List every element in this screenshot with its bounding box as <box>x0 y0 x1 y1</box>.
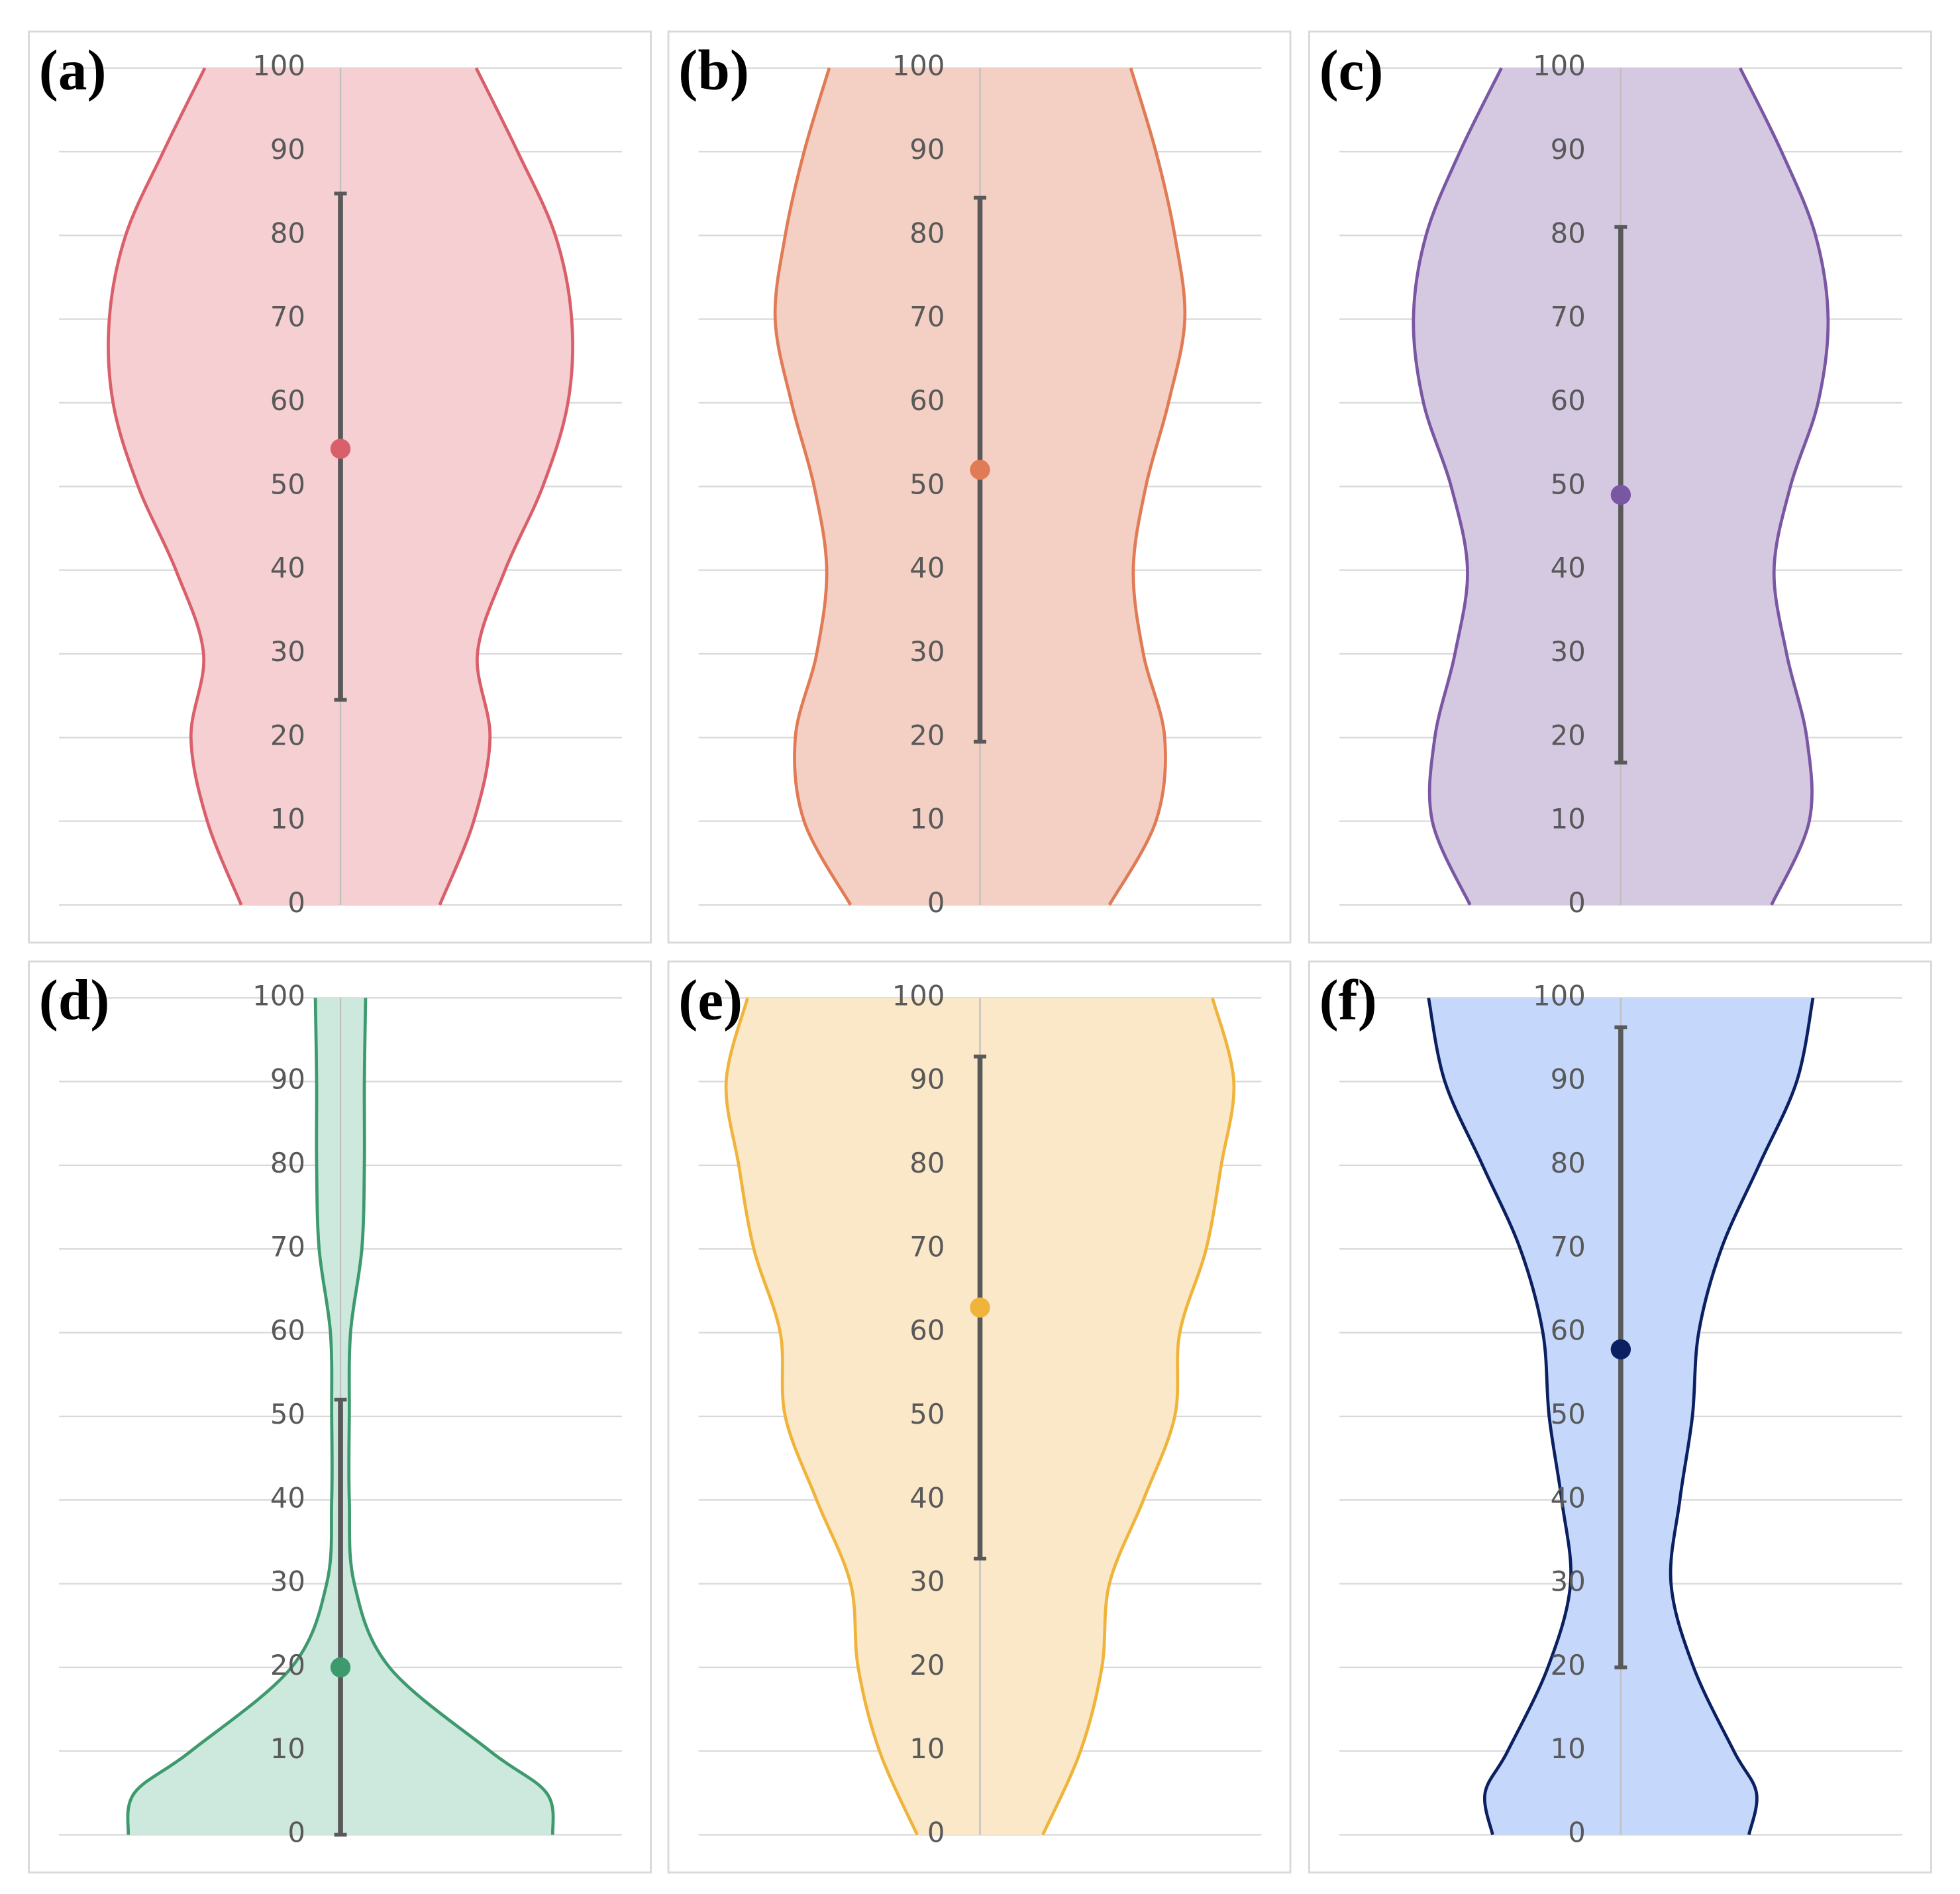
panel-label: (f) <box>1319 968 1377 1032</box>
y-tick-label: 30 <box>1551 1565 1586 1598</box>
y-tick-label: 70 <box>1551 301 1586 333</box>
violin-outline-right <box>347 998 555 1835</box>
y-tick-label: 90 <box>270 1063 305 1096</box>
panel-label: (d) <box>39 968 110 1032</box>
y-tick-label: 60 <box>270 384 305 417</box>
y-tick-label: 0 <box>1568 1816 1586 1849</box>
y-tick-label: 40 <box>909 1481 945 1514</box>
y-tick-label: 0 <box>927 1816 945 1849</box>
y-tick-label: 60 <box>909 1314 945 1347</box>
panel-border <box>667 960 1292 1873</box>
y-tick-label: 10 <box>1551 803 1586 835</box>
mean-point <box>330 439 351 459</box>
y-tick-label: 40 <box>270 1481 305 1514</box>
y-tick-label: 80 <box>1551 217 1586 249</box>
violin-outline-left <box>724 997 919 1836</box>
y-tick-label: 10 <box>909 1732 945 1765</box>
violin-outline-right <box>1041 997 1236 1836</box>
y-tick-label: 90 <box>909 133 945 166</box>
y-tick-label: 20 <box>1551 1649 1586 1681</box>
y-tick-label: 40 <box>270 552 305 584</box>
y-tick-label: 80 <box>1551 1147 1586 1179</box>
y-tick-label: 100 <box>252 50 305 82</box>
y-tick-label: 50 <box>270 1398 305 1430</box>
mean-point <box>1610 1339 1631 1360</box>
y-tick-label: 70 <box>270 1230 305 1263</box>
panel-label: (c) <box>1319 38 1384 102</box>
violin-outline-right <box>1738 67 1830 906</box>
y-tick-label: 30 <box>270 635 305 668</box>
y-tick-label: 100 <box>892 50 945 82</box>
y-tick-label: 60 <box>909 384 945 417</box>
y-tick-label: 90 <box>1551 133 1586 166</box>
panel-border <box>28 30 652 944</box>
y-tick-label: 90 <box>909 1063 945 1096</box>
y-tick-label: 80 <box>270 217 305 249</box>
y-tick-label: 70 <box>909 301 945 333</box>
y-tick-label: 20 <box>270 719 305 751</box>
mean-point <box>1610 484 1631 505</box>
y-tick-label: 10 <box>270 803 305 835</box>
y-tick-label: 100 <box>1533 979 1586 1012</box>
y-tick-label: 30 <box>909 635 945 668</box>
y-tick-label: 60 <box>1551 384 1586 417</box>
y-tick-label: 30 <box>909 1565 945 1598</box>
y-tick-label: 10 <box>909 803 945 835</box>
y-tick-label: 40 <box>909 552 945 584</box>
y-tick-label: 20 <box>1551 719 1586 751</box>
y-tick-label: 70 <box>270 301 305 333</box>
y-tick-label: 30 <box>1551 635 1586 668</box>
y-tick-label: 40 <box>1551 552 1586 584</box>
y-tick-label: 10 <box>1551 1732 1586 1765</box>
y-tick-label: 50 <box>1551 1398 1586 1430</box>
y-tick-label: 50 <box>270 468 305 500</box>
y-tick-label: 50 <box>909 1398 945 1430</box>
panel-border <box>667 30 1292 944</box>
y-tick-label: 20 <box>270 1649 305 1681</box>
y-tick-label: 30 <box>270 1565 305 1598</box>
y-tick-label: 10 <box>270 1732 305 1765</box>
violin-outline-right <box>438 67 574 906</box>
y-tick-label: 0 <box>287 886 305 919</box>
y-tick-label: 100 <box>1533 50 1586 82</box>
y-tick-label: 20 <box>909 719 945 751</box>
y-tick-label: 0 <box>287 1816 305 1849</box>
panel-border <box>1308 960 1932 1873</box>
y-tick-label: 70 <box>1551 1230 1586 1263</box>
y-tick-label: 50 <box>1551 468 1586 500</box>
y-tick-label: 0 <box>927 886 945 919</box>
violin-outline-left <box>107 67 243 906</box>
violin-outline-left <box>1412 67 1503 906</box>
panel-label: (b) <box>678 38 749 102</box>
y-tick-label: 60 <box>1551 1314 1586 1347</box>
mean-point <box>970 459 990 480</box>
y-tick-label: 40 <box>1551 1481 1586 1514</box>
panel-border <box>28 960 652 1873</box>
y-tick-label: 80 <box>909 217 945 249</box>
mean-point <box>970 1297 990 1318</box>
y-tick-label: 90 <box>270 133 305 166</box>
violin-outline-left <box>1427 997 1573 1836</box>
violin-outline-left <box>773 68 852 906</box>
y-tick-label: 70 <box>909 1230 945 1263</box>
y-tick-label: 60 <box>270 1314 305 1347</box>
y-tick-label: 50 <box>909 468 945 500</box>
panel-border <box>1308 30 1932 944</box>
y-tick-label: 90 <box>1551 1063 1586 1096</box>
y-tick-label: 80 <box>909 1147 945 1179</box>
y-tick-label: 100 <box>252 979 305 1012</box>
panel-label: (a) <box>39 38 107 102</box>
violin-outline-left <box>126 998 334 1835</box>
y-tick-label: 0 <box>1568 886 1586 919</box>
y-tick-label: 100 <box>892 979 945 1012</box>
violin-outline-right <box>1108 68 1187 906</box>
mean-point <box>330 1657 351 1678</box>
y-tick-label: 80 <box>270 1147 305 1179</box>
violin-outline-right <box>1669 997 1815 1836</box>
panel-label: (e) <box>678 968 743 1032</box>
y-tick-label: 20 <box>909 1649 945 1681</box>
